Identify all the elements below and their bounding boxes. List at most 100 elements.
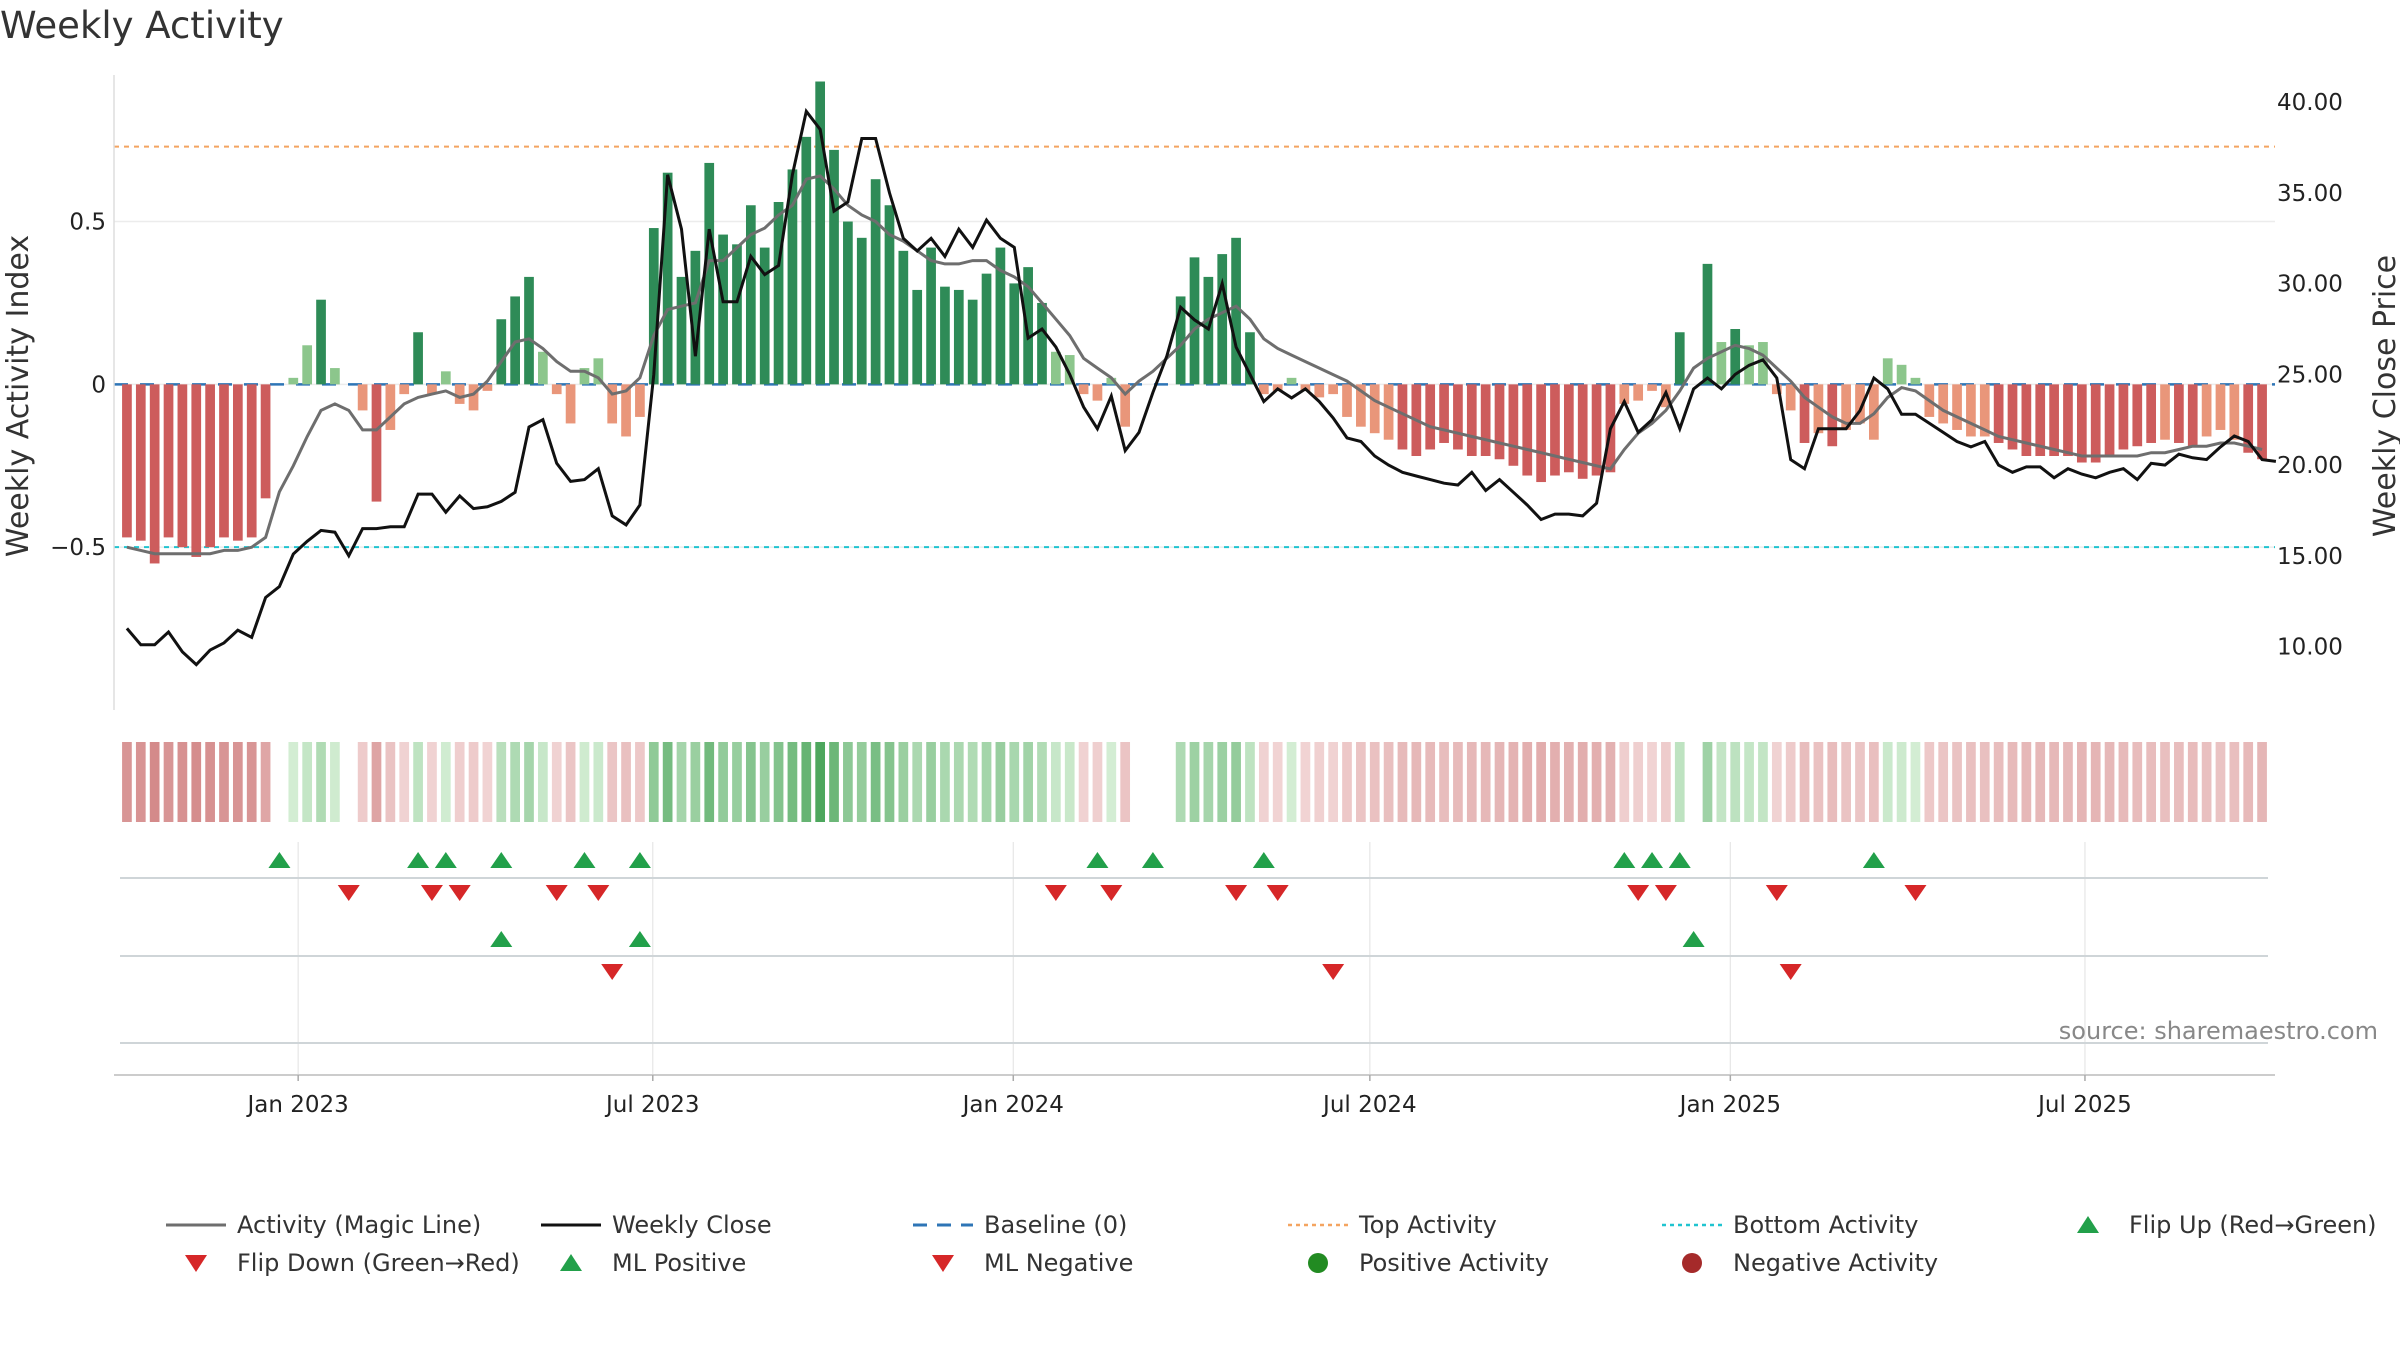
legend-label: Baseline (0) — [984, 1211, 1127, 1239]
heat-cell — [330, 742, 340, 822]
flip-down-marker — [1225, 885, 1248, 901]
heat-cell — [1869, 742, 1879, 822]
x-axis-ticks: Jan 2023 Jul 2023 Jan 2024 Jul 2024 Jan 2025… — [114, 1074, 2275, 1118]
activity-bar — [1397, 384, 1408, 450]
heat-cell — [440, 742, 451, 822]
activity-bar — [219, 384, 229, 538]
heat-cell — [1591, 742, 1602, 822]
heat-cell — [2132, 742, 2143, 822]
activity-bar — [1758, 342, 1768, 385]
heat-cell — [385, 742, 396, 822]
activity-bar — [815, 81, 826, 385]
ml-negative-marker — [601, 964, 624, 980]
heat-cell — [1494, 742, 1505, 822]
activity-bar — [1966, 384, 1976, 437]
heat-cell — [593, 742, 604, 822]
activity-bar — [1896, 364, 1907, 385]
heat-cell — [1342, 742, 1352, 822]
heat-cell — [648, 742, 659, 822]
activity-bar — [1841, 384, 1851, 430]
heat-cell — [1785, 742, 1796, 822]
heat-cell — [884, 742, 895, 822]
activity-bar — [2187, 384, 2198, 447]
activity-bar — [302, 345, 313, 385]
activity-bar — [2021, 384, 2032, 456]
activity-bar — [621, 384, 631, 437]
legend-label: ML Positive — [612, 1249, 746, 1277]
heat-cell — [1300, 742, 1311, 822]
activity-bar — [1383, 384, 1394, 440]
heat-cell — [981, 742, 992, 822]
heat-cell — [524, 742, 534, 822]
activity-bar — [330, 368, 340, 385]
activity-bar — [787, 169, 798, 385]
ml-positive-marker — [628, 931, 651, 947]
activity-bar — [856, 237, 867, 385]
heat-cell — [829, 742, 839, 822]
x-tick-label: Jan 2024 — [961, 1092, 1064, 1118]
activity-bar — [1453, 384, 1463, 450]
activity-bar — [912, 289, 923, 385]
legend-label: ML Negative — [984, 1249, 1133, 1277]
heat-cell — [177, 742, 188, 822]
flip-down-marker — [1904, 885, 1927, 901]
axes: 0.5 0 −0.5 40.00 35.00 30.00 25.00 20.00 15.00 10… — [50, 75, 2343, 710]
activity-bar — [288, 377, 299, 385]
heat-cell — [732, 742, 742, 822]
heat-cell — [1577, 742, 1588, 822]
activity-bar — [2229, 384, 2240, 440]
heat-cell — [2090, 742, 2101, 822]
heat-cell — [1882, 742, 1893, 822]
heat-cell — [1369, 742, 1380, 822]
heat-cell — [1744, 742, 1754, 822]
ml-negative-marker — [1322, 964, 1345, 980]
heat-cell — [1799, 742, 1810, 822]
x-tick-label: Jul 2023 — [604, 1092, 700, 1118]
activity-bar — [593, 358, 604, 385]
activity-bars — [122, 81, 2267, 564]
flip-up-marker — [1668, 852, 1691, 868]
activity-bar — [2160, 384, 2170, 440]
activity-bar — [524, 276, 534, 385]
activity-bar — [579, 368, 590, 385]
heat-cell — [704, 742, 715, 822]
activity-bar — [427, 384, 437, 395]
heat-cell — [1522, 742, 1533, 822]
right-tick-label: 30.00 — [2277, 272, 2343, 298]
x-tick-label: Jan 2025 — [1678, 1092, 1781, 1118]
activity-bar — [926, 247, 936, 385]
activity-bar — [1938, 384, 1949, 424]
flip-down-marker — [1765, 885, 1788, 901]
activity-bar — [2118, 384, 2129, 450]
activity-bar — [607, 384, 618, 424]
activity-bar — [2146, 384, 2157, 443]
heat-cell — [1563, 742, 1574, 822]
heat-cell — [2160, 742, 2170, 822]
x-tick-label: Jul 2024 — [1321, 1092, 1417, 1118]
activity-heat-strip — [122, 742, 2267, 822]
right-tick-label: 40.00 — [2277, 90, 2343, 116]
flip-down-marker — [420, 885, 443, 901]
heat-cell — [1730, 742, 1741, 822]
heat-cell — [399, 742, 410, 822]
activity-bar — [1674, 332, 1685, 385]
heat-cell — [967, 742, 978, 822]
heat-cell — [676, 742, 687, 822]
activity-bar — [870, 179, 881, 385]
heat-cell — [2021, 742, 2032, 822]
heat-cell — [1855, 742, 1865, 822]
activity-bar — [1494, 384, 1505, 460]
activity-bar — [2243, 384, 2254, 453]
activity-bar — [1522, 384, 1533, 476]
heat-cell — [621, 742, 631, 822]
heat-cell — [316, 742, 326, 822]
source-label: source: sharemaestro.com — [2059, 1017, 2378, 1045]
heat-cell — [2243, 742, 2254, 822]
heat-cell — [1286, 742, 1297, 822]
activity-bar — [2201, 384, 2212, 437]
heat-cell — [856, 742, 867, 822]
heat-cell — [1619, 742, 1630, 822]
activity-bar — [177, 384, 188, 548]
legend-item: ML Negative — [932, 1249, 1133, 1277]
activity-bar — [1245, 332, 1255, 385]
